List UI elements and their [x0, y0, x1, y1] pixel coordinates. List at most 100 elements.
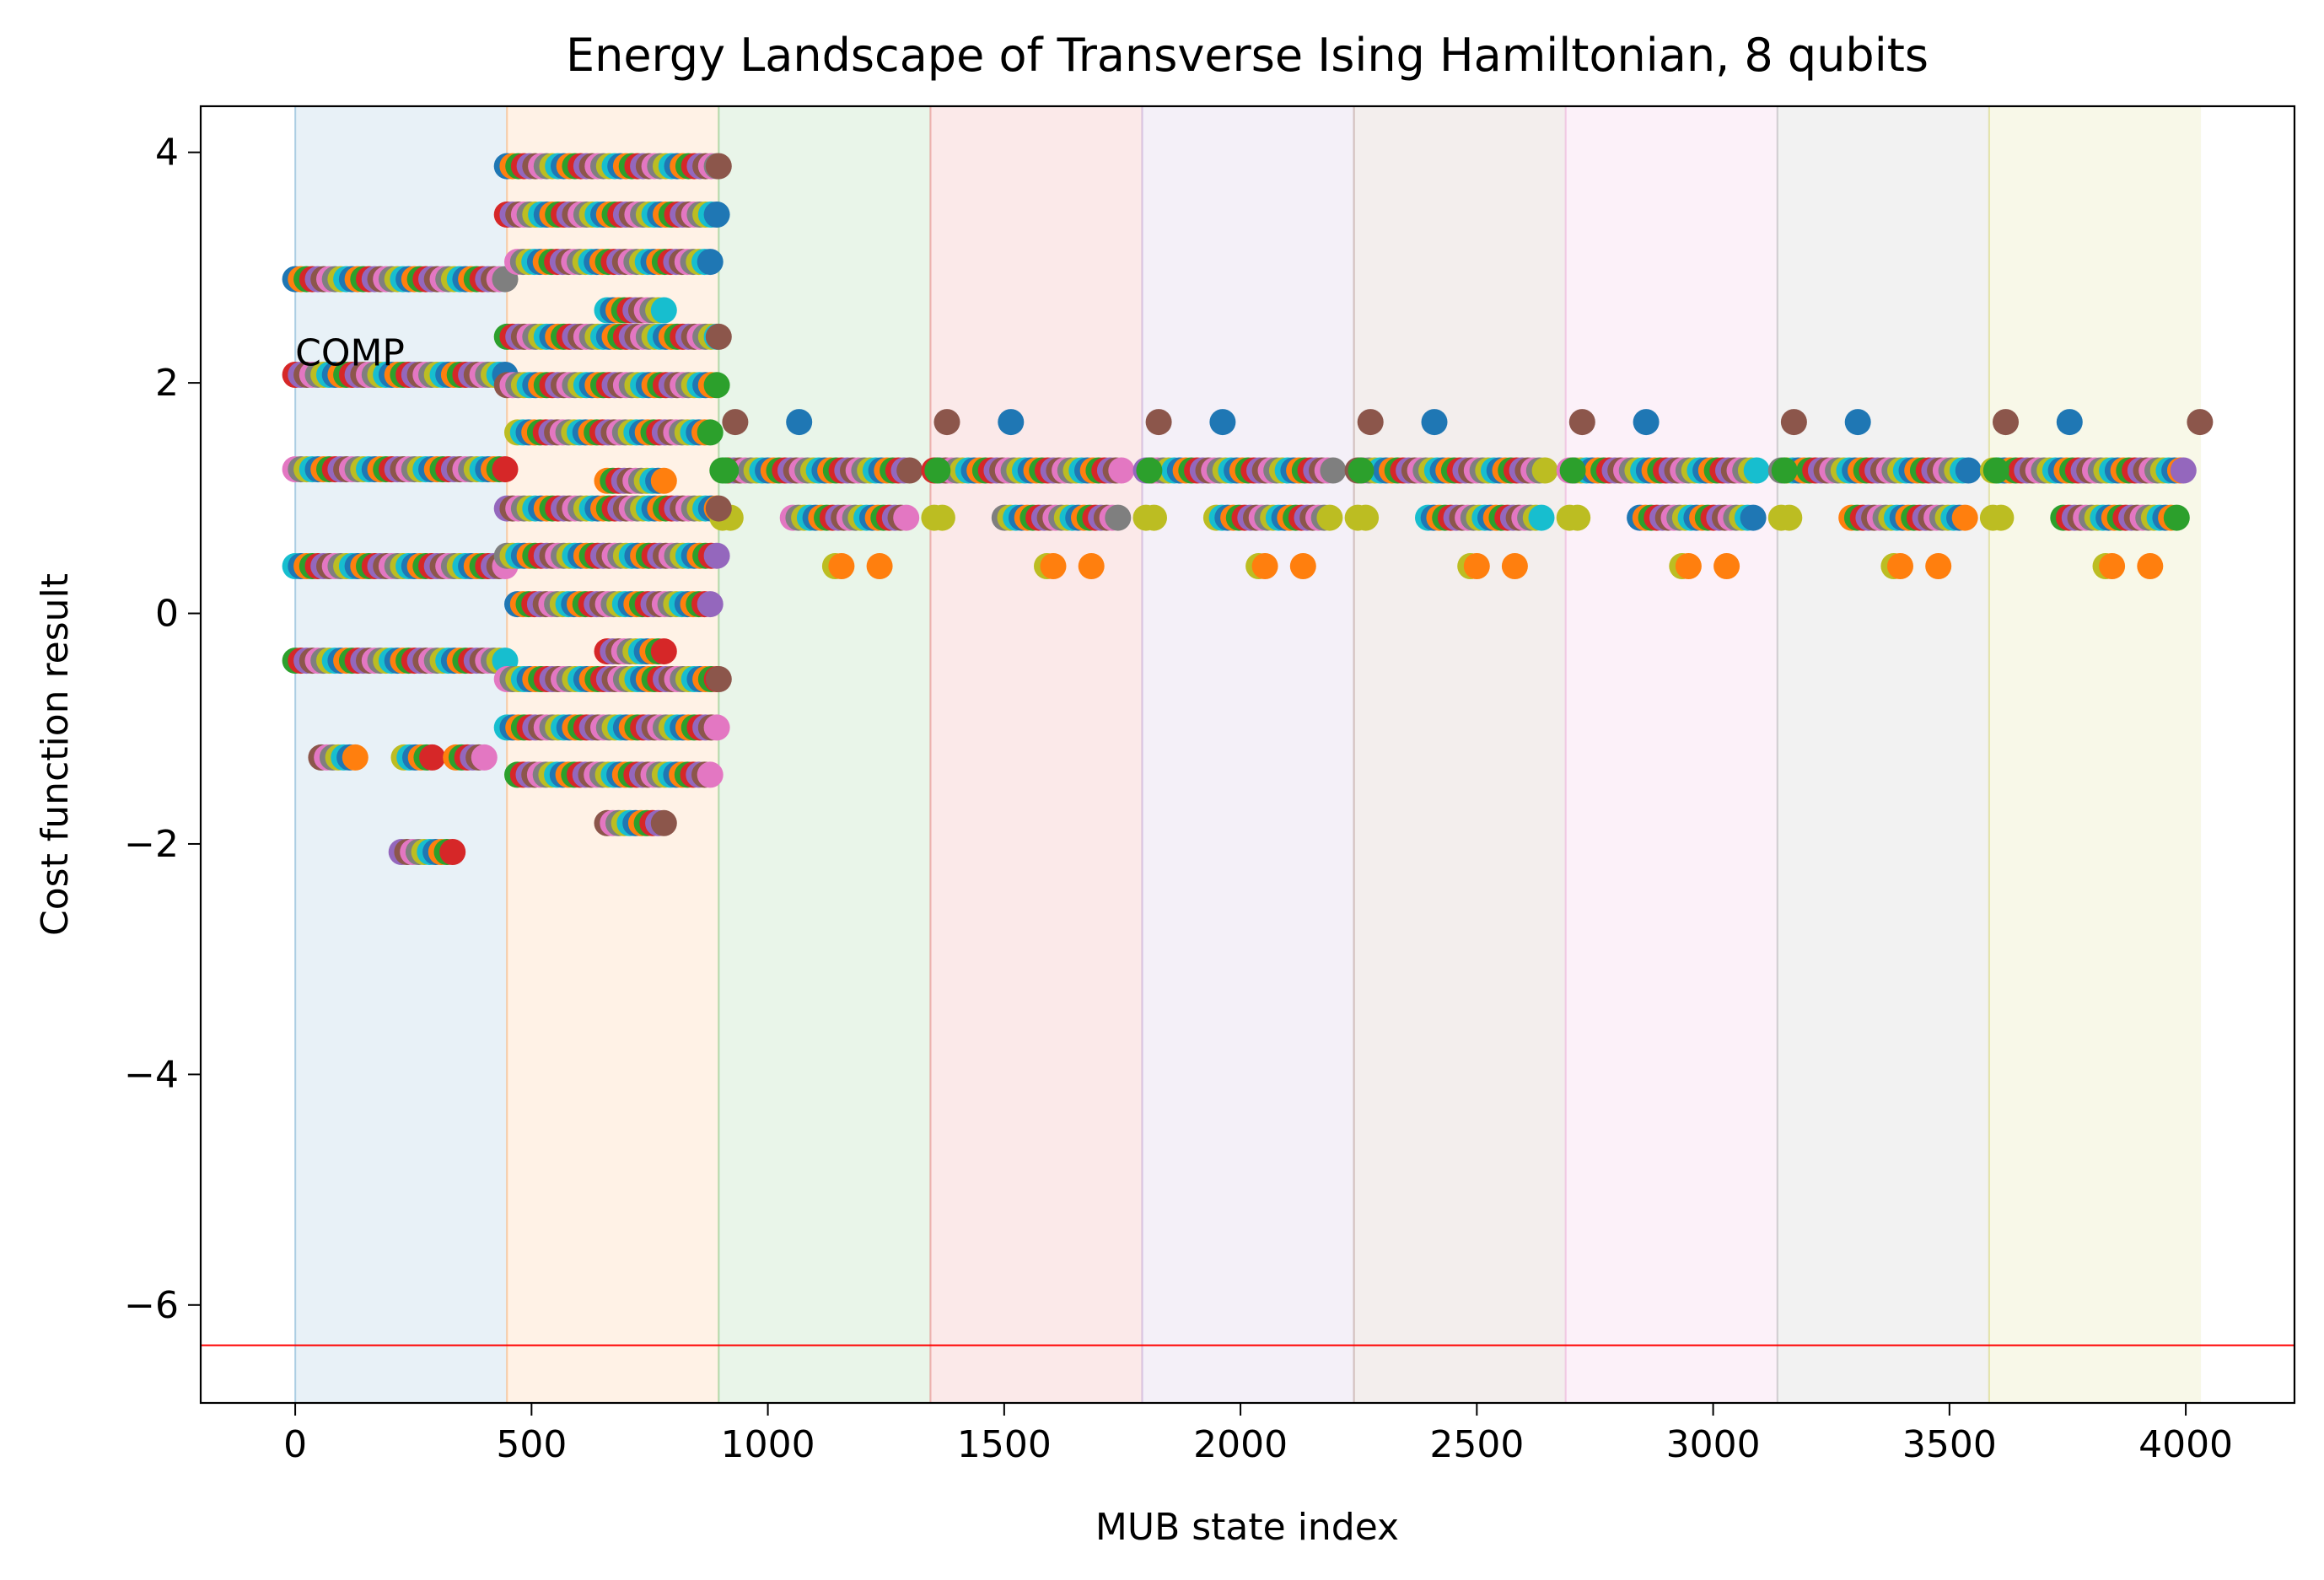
data-point	[928, 504, 955, 531]
data-point	[650, 467, 677, 494]
data-point	[1988, 504, 2015, 531]
data-point	[1463, 553, 1490, 579]
data-point	[1925, 553, 1952, 579]
basis-band-2	[718, 106, 931, 1403]
data-point	[1251, 553, 1278, 579]
data-point	[703, 372, 730, 399]
data-point	[2187, 409, 2214, 436]
y-tick-label: 0	[155, 593, 179, 636]
data-point	[828, 553, 855, 579]
x-tick-label: 0	[283, 1423, 307, 1466]
y-axis-label: Cost function result	[34, 573, 77, 936]
x-tick-label: 2000	[1193, 1423, 1288, 1466]
basis-band-8	[1988, 106, 2202, 1403]
data-point	[471, 744, 498, 771]
data-point	[1743, 457, 1770, 484]
data-point	[705, 323, 732, 350]
data-point	[2056, 409, 2083, 436]
data-point	[933, 409, 960, 436]
x-axis-label: MUB state index	[1095, 1506, 1399, 1549]
data-point	[896, 457, 923, 484]
data-point	[1993, 409, 2019, 436]
data-point	[713, 457, 740, 484]
data-point	[650, 297, 677, 324]
data-point	[1951, 504, 1978, 531]
y-axis-ticks: −6 −4 −2 0 2 4	[124, 132, 201, 1327]
data-point	[1675, 553, 1702, 579]
plot-frame	[199, 105, 2296, 1405]
data-point	[786, 409, 813, 436]
comp-annotation: COMP	[295, 332, 405, 375]
basis-band-6	[1565, 106, 1778, 1403]
data-point	[1776, 504, 1803, 531]
data-point	[1568, 409, 1595, 436]
data-point	[703, 542, 730, 569]
y-tick-label: −4	[124, 1053, 179, 1096]
data-point	[1887, 553, 1913, 579]
y-tick-label: −2	[124, 823, 179, 866]
data-point	[1564, 504, 1591, 531]
data-point	[866, 553, 893, 579]
data-point	[1844, 409, 1871, 436]
data-point	[2170, 457, 2197, 484]
x-tick-label: 1500	[957, 1423, 1052, 1466]
data-point	[697, 761, 724, 788]
data-point	[998, 409, 1025, 436]
data-point	[1353, 504, 1380, 531]
data-point	[722, 409, 749, 436]
data-point	[419, 744, 446, 771]
data-point	[1955, 457, 1982, 484]
data-point	[2137, 553, 2164, 579]
data-point	[1209, 409, 1236, 436]
y-tick-label: −6	[124, 1284, 179, 1327]
data-point	[697, 419, 724, 446]
data-point	[1320, 457, 1347, 484]
data-point	[2163, 504, 2190, 531]
x-tick-label: 500	[496, 1423, 567, 1466]
data-point	[342, 744, 369, 771]
data-point	[1357, 409, 1384, 436]
x-tick-label: 3000	[1666, 1423, 1761, 1466]
basis-band-4	[1142, 106, 1354, 1403]
chart-title: Energy Landscape of Transverse Ising Ham…	[566, 29, 1929, 82]
data-point	[1108, 457, 1135, 484]
data-point	[650, 809, 677, 836]
x-tick-label: 3500	[1902, 1423, 1997, 1466]
data-point	[1531, 457, 1558, 484]
data-point	[703, 202, 730, 228]
data-point	[1528, 504, 1555, 531]
basis-band-7	[1777, 106, 1989, 1403]
data-point	[439, 839, 466, 865]
x-tick-label: 4000	[2138, 1423, 2233, 1466]
data-point	[492, 456, 519, 483]
data-point	[705, 666, 732, 692]
data-point	[1289, 553, 1316, 579]
basis-band-5	[1353, 106, 1566, 1403]
data-point	[1633, 409, 1660, 436]
data-point	[1982, 457, 2009, 484]
data-point	[1316, 504, 1343, 531]
data-point	[1421, 409, 1448, 436]
data-point	[650, 638, 677, 665]
data-points	[282, 153, 2214, 865]
data-point	[924, 457, 951, 484]
data-point	[1559, 457, 1586, 484]
data-point	[1771, 457, 1798, 484]
basis-band-3	[930, 106, 1143, 1403]
data-point	[705, 153, 732, 180]
data-point	[1348, 457, 1374, 484]
data-point	[1136, 457, 1163, 484]
data-point	[1780, 409, 1807, 436]
data-point	[1141, 504, 1167, 531]
data-point	[1040, 553, 1067, 579]
x-tick-label: 1000	[721, 1423, 815, 1466]
data-point	[703, 714, 730, 741]
y-tick-label: 2	[155, 362, 179, 405]
data-point	[1105, 504, 1132, 531]
basis-bands	[293, 106, 2202, 1403]
data-point	[697, 249, 724, 276]
y-tick-label: 4	[155, 132, 179, 175]
data-point	[705, 495, 732, 522]
